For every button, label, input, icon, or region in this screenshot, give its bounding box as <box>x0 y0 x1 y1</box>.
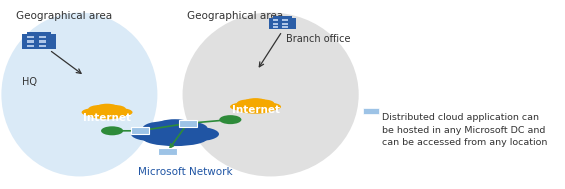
FancyBboxPatch shape <box>131 127 149 134</box>
FancyBboxPatch shape <box>27 36 34 38</box>
FancyBboxPatch shape <box>40 45 46 47</box>
Text: Internet: Internet <box>83 113 131 123</box>
Ellipse shape <box>156 119 194 132</box>
Ellipse shape <box>219 115 241 124</box>
FancyBboxPatch shape <box>27 32 51 34</box>
FancyBboxPatch shape <box>22 34 56 49</box>
Ellipse shape <box>108 108 133 116</box>
Ellipse shape <box>88 105 112 113</box>
Text: Branch office: Branch office <box>286 34 350 44</box>
FancyBboxPatch shape <box>40 36 46 38</box>
Text: Microsoft Network: Microsoft Network <box>138 167 232 177</box>
FancyBboxPatch shape <box>282 26 288 28</box>
Ellipse shape <box>237 99 261 108</box>
FancyBboxPatch shape <box>282 22 288 25</box>
Ellipse shape <box>96 104 118 111</box>
FancyBboxPatch shape <box>158 148 176 155</box>
Text: Geographical area: Geographical area <box>16 11 112 21</box>
FancyBboxPatch shape <box>27 45 34 47</box>
Ellipse shape <box>102 105 126 113</box>
Ellipse shape <box>142 121 185 136</box>
Ellipse shape <box>230 103 254 111</box>
FancyBboxPatch shape <box>40 40 46 43</box>
FancyBboxPatch shape <box>282 19 288 21</box>
Ellipse shape <box>88 110 126 119</box>
Ellipse shape <box>101 126 123 135</box>
Ellipse shape <box>131 127 173 141</box>
FancyBboxPatch shape <box>273 22 278 25</box>
Ellipse shape <box>1 12 158 177</box>
Ellipse shape <box>142 131 207 146</box>
FancyBboxPatch shape <box>179 120 197 127</box>
FancyBboxPatch shape <box>363 108 379 114</box>
FancyBboxPatch shape <box>273 16 292 18</box>
FancyBboxPatch shape <box>27 40 34 43</box>
Text: Geographical area: Geographical area <box>188 11 284 21</box>
Ellipse shape <box>81 108 106 116</box>
FancyBboxPatch shape <box>269 18 295 29</box>
Text: Distributed cloud application can
be hosted in any Microsoft DC and
can be acces: Distributed cloud application can be hos… <box>383 113 547 147</box>
Ellipse shape <box>257 103 281 111</box>
Ellipse shape <box>237 105 275 114</box>
Ellipse shape <box>166 121 207 136</box>
Ellipse shape <box>245 98 267 105</box>
Text: HQ: HQ <box>21 77 37 87</box>
Ellipse shape <box>250 99 275 108</box>
Ellipse shape <box>182 12 359 177</box>
FancyBboxPatch shape <box>273 19 278 21</box>
Ellipse shape <box>177 127 219 141</box>
Text: Internet: Internet <box>232 105 280 115</box>
FancyBboxPatch shape <box>273 26 278 28</box>
